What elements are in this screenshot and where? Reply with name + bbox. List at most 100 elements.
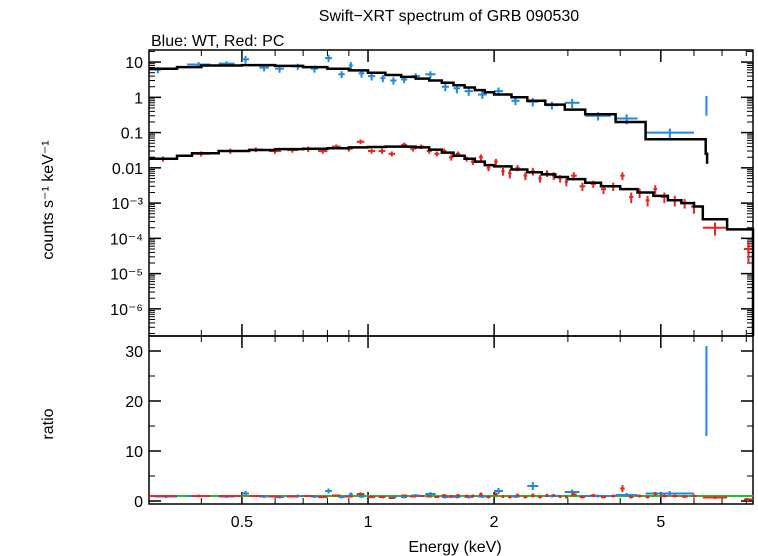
data-point: [441, 83, 449, 92]
chart-subtitle: Blue: WT, Red: PC: [151, 33, 284, 50]
wt-data-series: [154, 54, 708, 139]
y-tick-label: 10: [125, 55, 143, 72]
x-tick-label: 0.5: [231, 514, 253, 531]
ratio-panel: 0 10 20 30 0.5 1 2 5: [125, 335, 754, 531]
data-point: [388, 151, 396, 157]
data-point: [629, 495, 634, 499]
data-point: [356, 492, 365, 496]
data-point: [368, 496, 376, 498]
data-point: [486, 495, 491, 499]
data-point: [249, 495, 263, 497]
data-point: [645, 195, 650, 207]
data-point: [368, 148, 376, 154]
wt-model-series: [149, 63, 709, 164]
data-point: [470, 494, 475, 498]
y-tick-label: 10⁻⁵: [110, 267, 143, 284]
data-point: [744, 498, 753, 501]
data-point: [192, 495, 211, 497]
data-point: [390, 77, 397, 85]
pc-ratio-series: [149, 485, 753, 501]
data-point: [434, 151, 440, 157]
data-point: [523, 172, 528, 181]
data-point: [705, 346, 708, 436]
data-point: [338, 71, 345, 79]
y-tick-label: 1: [134, 90, 143, 107]
pc-data-series: [149, 139, 753, 263]
data-point: [501, 495, 505, 498]
data-point: [585, 494, 611, 498]
data-point: [653, 185, 658, 195]
data-point: [356, 139, 365, 145]
data-point: [325, 54, 332, 63]
data-point: [637, 494, 642, 498]
data-point: [455, 494, 461, 497]
data-point: [241, 55, 250, 64]
data-point: [527, 482, 539, 490]
data-point: [149, 495, 178, 497]
data-point: [615, 493, 638, 497]
data-point: [268, 495, 282, 498]
data-point: [448, 154, 454, 161]
spectrum-y-axis-label: counts s⁻¹ keV⁻¹: [40, 140, 57, 259]
y-tick-label: 10⁻⁴: [110, 231, 143, 248]
data-point: [511, 97, 520, 106]
data-point: [531, 493, 535, 498]
y-tick-label: 30: [125, 344, 143, 361]
data-point: [494, 492, 498, 497]
data-point: [303, 495, 314, 497]
data-point: [464, 87, 473, 96]
data-point: [286, 495, 298, 498]
data-point: [494, 488, 503, 494]
data-point: [744, 241, 753, 263]
data-point: [702, 222, 728, 236]
data-point: [410, 495, 416, 498]
x-tick-label: 1: [364, 514, 373, 531]
model-step-line: [149, 145, 755, 336]
data-point: [434, 496, 440, 498]
data-point: [601, 495, 607, 499]
data-point: [501, 167, 505, 176]
spectrum-panel: 10 1 0.1 0.01 10⁻³ 10⁻⁴ 10⁻⁵ 10⁻⁶: [110, 49, 755, 337]
data-point: [338, 495, 345, 499]
chart-title: Swift−XRT spectrum of GRB 090530: [319, 8, 580, 25]
data-point: [564, 178, 568, 187]
data-point: [681, 495, 688, 498]
data-point: [378, 148, 386, 154]
data-point: [558, 495, 562, 498]
data-point: [388, 497, 396, 499]
data-point: [579, 182, 586, 192]
y-tick-label: 10⁻³: [111, 196, 143, 213]
data-point: [570, 492, 577, 497]
data-point: [478, 492, 483, 497]
data-point: [441, 494, 447, 497]
data-point: [590, 494, 596, 497]
data-point: [620, 172, 625, 181]
data-point: [660, 494, 668, 498]
y-tick-label: 0: [134, 494, 143, 511]
data-point: [527, 98, 539, 107]
data-point: [564, 495, 568, 499]
x-tick-label: 2: [490, 514, 499, 531]
data-point: [564, 98, 580, 108]
data-point: [325, 488, 332, 494]
data-point: [401, 494, 408, 497]
data-point: [508, 495, 512, 499]
data-point: [448, 495, 454, 498]
data-point: [464, 494, 469, 498]
data-point: [620, 485, 625, 492]
data-point: [426, 495, 432, 498]
data-point: [380, 74, 386, 83]
data-point: [610, 494, 616, 498]
wt-ratio-series: [154, 346, 708, 499]
ratio-y-axis-label: ratio: [40, 408, 57, 439]
spectrum-frame: [148, 49, 754, 337]
data-point: [241, 491, 250, 496]
data-point: [348, 62, 353, 70]
data-point: [425, 71, 436, 79]
data-point: [318, 496, 328, 498]
data-point: [552, 494, 556, 497]
data-point: [671, 494, 679, 498]
data-point: [645, 495, 650, 499]
data-point: [653, 492, 658, 496]
